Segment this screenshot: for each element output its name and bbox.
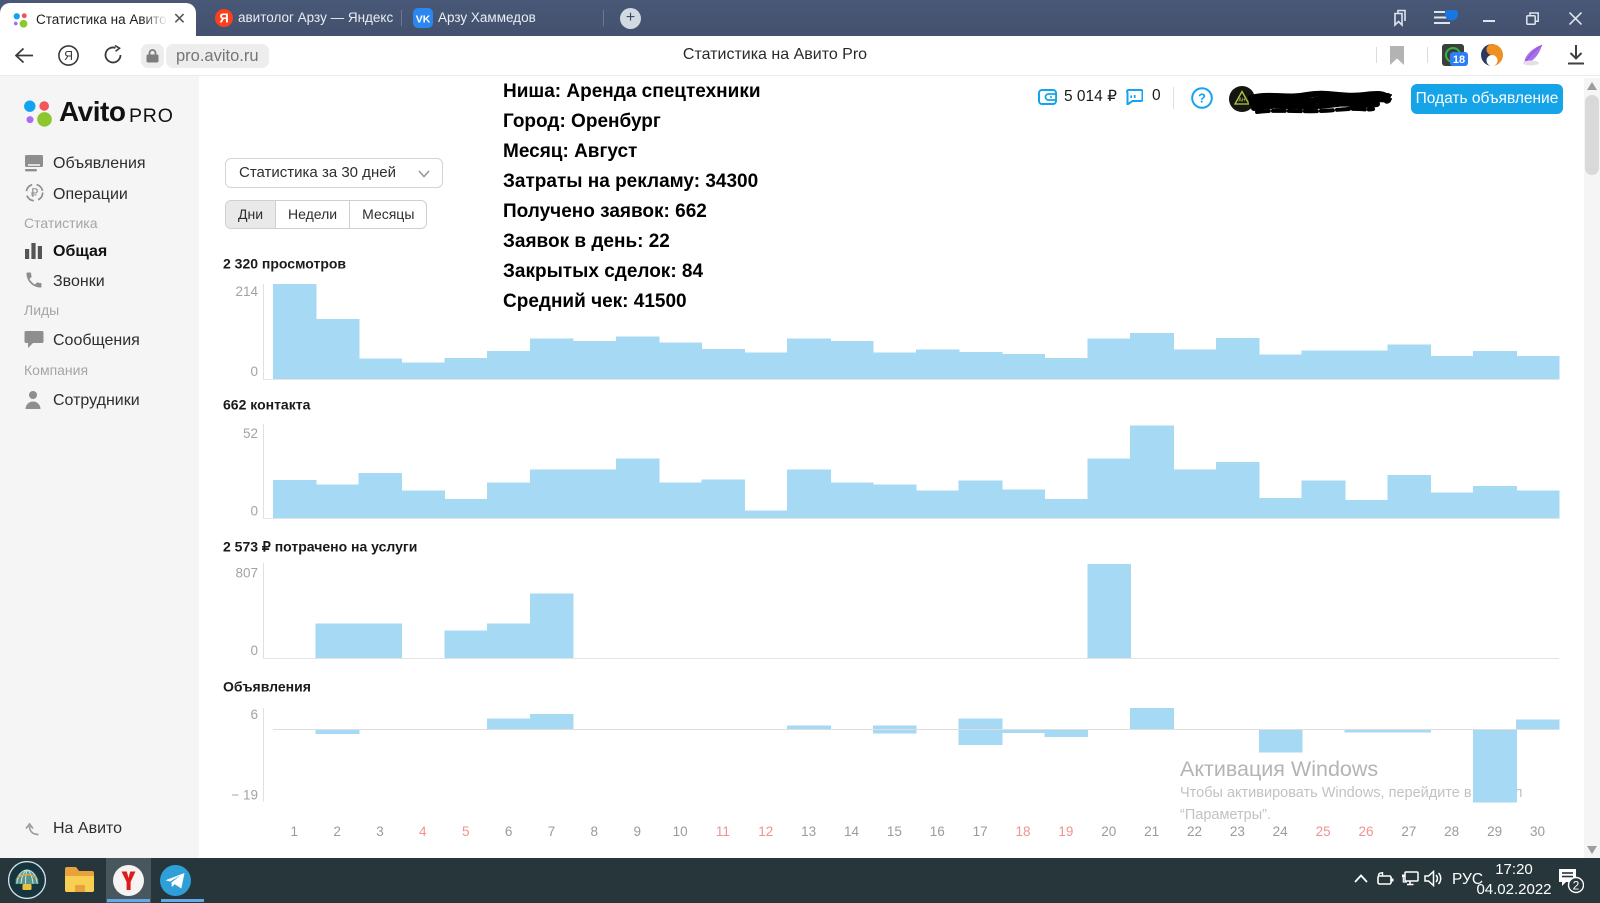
svg-text:12: 12 bbox=[758, 824, 773, 839]
svg-text:18: 18 bbox=[1015, 824, 1030, 839]
svg-text:29: 29 bbox=[1487, 824, 1502, 839]
svg-text:19: 19 bbox=[1058, 824, 1073, 839]
svg-text:16: 16 bbox=[930, 824, 945, 839]
svg-text:6: 6 bbox=[505, 824, 513, 839]
svg-text:214: 214 bbox=[235, 284, 258, 299]
svg-text:6: 6 bbox=[250, 707, 258, 722]
svg-text:23: 23 bbox=[1230, 824, 1245, 839]
svg-text:− 19: − 19 bbox=[231, 787, 258, 802]
svg-text:1: 1 bbox=[290, 824, 298, 839]
svg-text:2 320 просмотров: 2 320 просмотров bbox=[223, 256, 346, 272]
svg-text:13: 13 bbox=[801, 824, 816, 839]
svg-text:5: 5 bbox=[462, 824, 470, 839]
svg-text:7: 7 bbox=[548, 824, 556, 839]
svg-text:AH: AH bbox=[1239, 98, 1246, 104]
svg-text:14: 14 bbox=[844, 824, 860, 839]
svg-text:Я: Я bbox=[219, 11, 228, 26]
svg-text:0: 0 bbox=[250, 364, 258, 379]
svg-text:0: 0 bbox=[250, 643, 258, 658]
svg-text:4: 4 bbox=[419, 824, 427, 839]
svg-text:Я: Я bbox=[64, 49, 73, 63]
svg-text:22: 22 bbox=[1187, 824, 1202, 839]
svg-text:25: 25 bbox=[1316, 824, 1331, 839]
svg-text:3: 3 bbox=[376, 824, 384, 839]
svg-text:52: 52 bbox=[243, 426, 258, 441]
svg-text:8: 8 bbox=[591, 824, 599, 839]
svg-text:18: 18 bbox=[1453, 54, 1465, 66]
svg-text:2: 2 bbox=[333, 824, 341, 839]
svg-text:10: 10 bbox=[673, 824, 688, 839]
svg-text:24: 24 bbox=[1273, 824, 1289, 839]
svg-text:Объявления: Объявления bbox=[223, 679, 311, 695]
svg-text:2: 2 bbox=[1573, 879, 1580, 893]
svg-text:807: 807 bbox=[235, 566, 258, 581]
svg-text:0: 0 bbox=[250, 504, 258, 519]
svg-text:15: 15 bbox=[887, 824, 902, 839]
svg-text:17: 17 bbox=[973, 824, 988, 839]
svg-text:27: 27 bbox=[1401, 824, 1416, 839]
svg-text:11: 11 bbox=[716, 824, 730, 839]
svg-text:26: 26 bbox=[1358, 824, 1373, 839]
svg-text:?: ? bbox=[1198, 91, 1206, 106]
svg-text:30: 30 bbox=[1530, 824, 1545, 839]
svg-text:9: 9 bbox=[633, 824, 641, 839]
svg-text:21: 21 bbox=[1144, 824, 1159, 839]
svg-text:VK: VK bbox=[416, 14, 431, 26]
svg-text:662 контакта: 662 контакта bbox=[223, 397, 311, 413]
svg-text:20: 20 bbox=[1101, 824, 1116, 839]
svg-text:₽: ₽ bbox=[31, 186, 39, 200]
svg-text:2 573 ₽ потрачено на услуги: 2 573 ₽ потрачено на услуги bbox=[223, 539, 417, 555]
svg-text:28: 28 bbox=[1444, 824, 1459, 839]
